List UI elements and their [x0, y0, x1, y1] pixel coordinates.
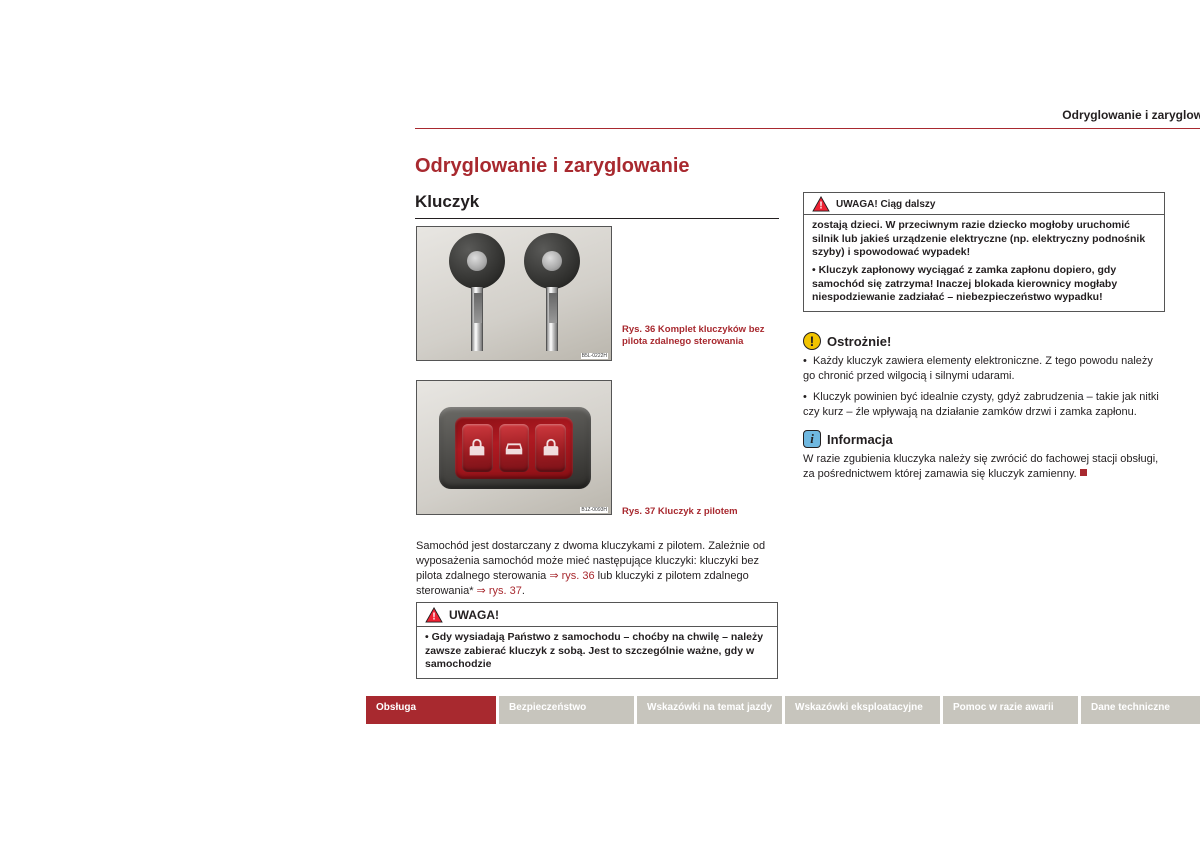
- lock-icon: [535, 424, 566, 472]
- warning-body: zostają dzieci. W przeciwnym razie dziec…: [804, 215, 1164, 311]
- tab-wskazowki-eksploatacyjne[interactable]: Wskazówki eksploatacyjne: [785, 696, 940, 724]
- info-title: Informacja: [827, 432, 893, 447]
- running-header: Odryglowanie i zaryglowanie 43: [415, 108, 1200, 128]
- caution-title: Ostrożnie!: [827, 334, 891, 349]
- caution-item: Kluczyk powinien być idealnie czysty, gd…: [803, 390, 1165, 420]
- info-header: i Informacja: [803, 430, 893, 448]
- warning-box-continued: ! UWAGA! Ciąg dalszy zostają dzieci. W p…: [803, 192, 1165, 312]
- manual-page: Odryglowanie i zaryglowanie 43 Odryglowa…: [180, 0, 1150, 848]
- warning-title: UWAGA! Ciąg dalszy: [836, 199, 935, 210]
- caution-body: Każdy kluczyk zawiera elementy elektroni…: [803, 354, 1165, 425]
- running-header-text: Odryglowanie i zaryglowanie: [1062, 108, 1200, 122]
- info-square-icon: i: [803, 430, 821, 448]
- warning-triangle-icon: !: [425, 607, 443, 623]
- info-text: W razie zgubienia kluczyka należy się zw…: [803, 453, 1158, 480]
- caution-item: Każdy kluczyk zawiera elementy elektroni…: [803, 354, 1165, 384]
- warning-item: Gdy wysiadają Państwo z samochodu – choć…: [425, 631, 769, 672]
- svg-text:!: !: [819, 200, 822, 211]
- unlock-icon: [462, 424, 493, 472]
- warning-body: Gdy wysiadają Państwo z samochodu – choć…: [417, 627, 777, 678]
- caution-header: ! Ostrożnie!: [803, 332, 891, 350]
- figure-37-caption: Rys. 37 Kluczyk z pilotem: [622, 506, 780, 517]
- tab-pomoc-awaria[interactable]: Pomoc w razie awarii: [943, 696, 1078, 724]
- tab-bezpieczenstwo[interactable]: Bezpieczeństwo: [499, 696, 634, 724]
- figure-code: B1Z-0093H: [580, 507, 608, 513]
- warning-triangle-icon: !: [812, 196, 830, 212]
- tab-obsluga[interactable]: Obsługa: [366, 696, 496, 724]
- warning-title: UWAGA!: [449, 608, 499, 622]
- key-illustration: [442, 233, 512, 353]
- tab-wskazowki-jazdy[interactable]: Wskazówki na temat jazdy: [637, 696, 782, 724]
- figure-code: B5L-0222H: [581, 353, 608, 359]
- figure-37-key-with-remote: B1Z-0093H: [416, 380, 612, 515]
- section-title: Kluczyk: [415, 192, 479, 212]
- figure-36-keys-without-remote: B5L-0222H: [416, 226, 612, 361]
- body-paragraph: Samochód jest dostarczany z dwoma kluczy…: [416, 539, 778, 598]
- section-divider: [415, 218, 779, 219]
- tab-dane-techniczne[interactable]: Dane techniczne: [1081, 696, 1200, 724]
- warning-header: ! UWAGA! Ciąg dalszy: [804, 193, 1164, 215]
- info-body: W razie zgubienia kluczyka należy się zw…: [803, 452, 1165, 482]
- figure-ref-36[interactable]: ⇒ rys. 36: [549, 570, 594, 582]
- remote-key-illustration: [439, 407, 591, 489]
- svg-text:!: !: [432, 611, 435, 622]
- warning-box: ! UWAGA! Gdy wysiadają Państwo z samocho…: [416, 602, 778, 679]
- footer-tabs: Obsługa Bezpieczeństwo Wskazówki na tema…: [366, 696, 1200, 724]
- warning-continuation: zostają dzieci. W przeciwnym razie dziec…: [812, 219, 1156, 260]
- key-illustration: [517, 233, 587, 353]
- end-mark-icon: [1080, 469, 1087, 476]
- caution-circle-icon: !: [803, 332, 821, 350]
- warning-header: ! UWAGA!: [417, 603, 777, 627]
- trunk-icon: [499, 424, 530, 472]
- figure-ref-37[interactable]: ⇒ rys. 37: [477, 585, 522, 597]
- body-text-c: .: [522, 585, 525, 597]
- warning-item: Kluczyk zapłonowy wyciągać z zamka zapło…: [812, 264, 1156, 305]
- page-title: Odryglowanie i zaryglowanie: [415, 155, 690, 178]
- header-divider: [415, 128, 1200, 129]
- figure-36-caption: Rys. 36 Komplet kluczyków bez pilota zda…: [622, 324, 780, 348]
